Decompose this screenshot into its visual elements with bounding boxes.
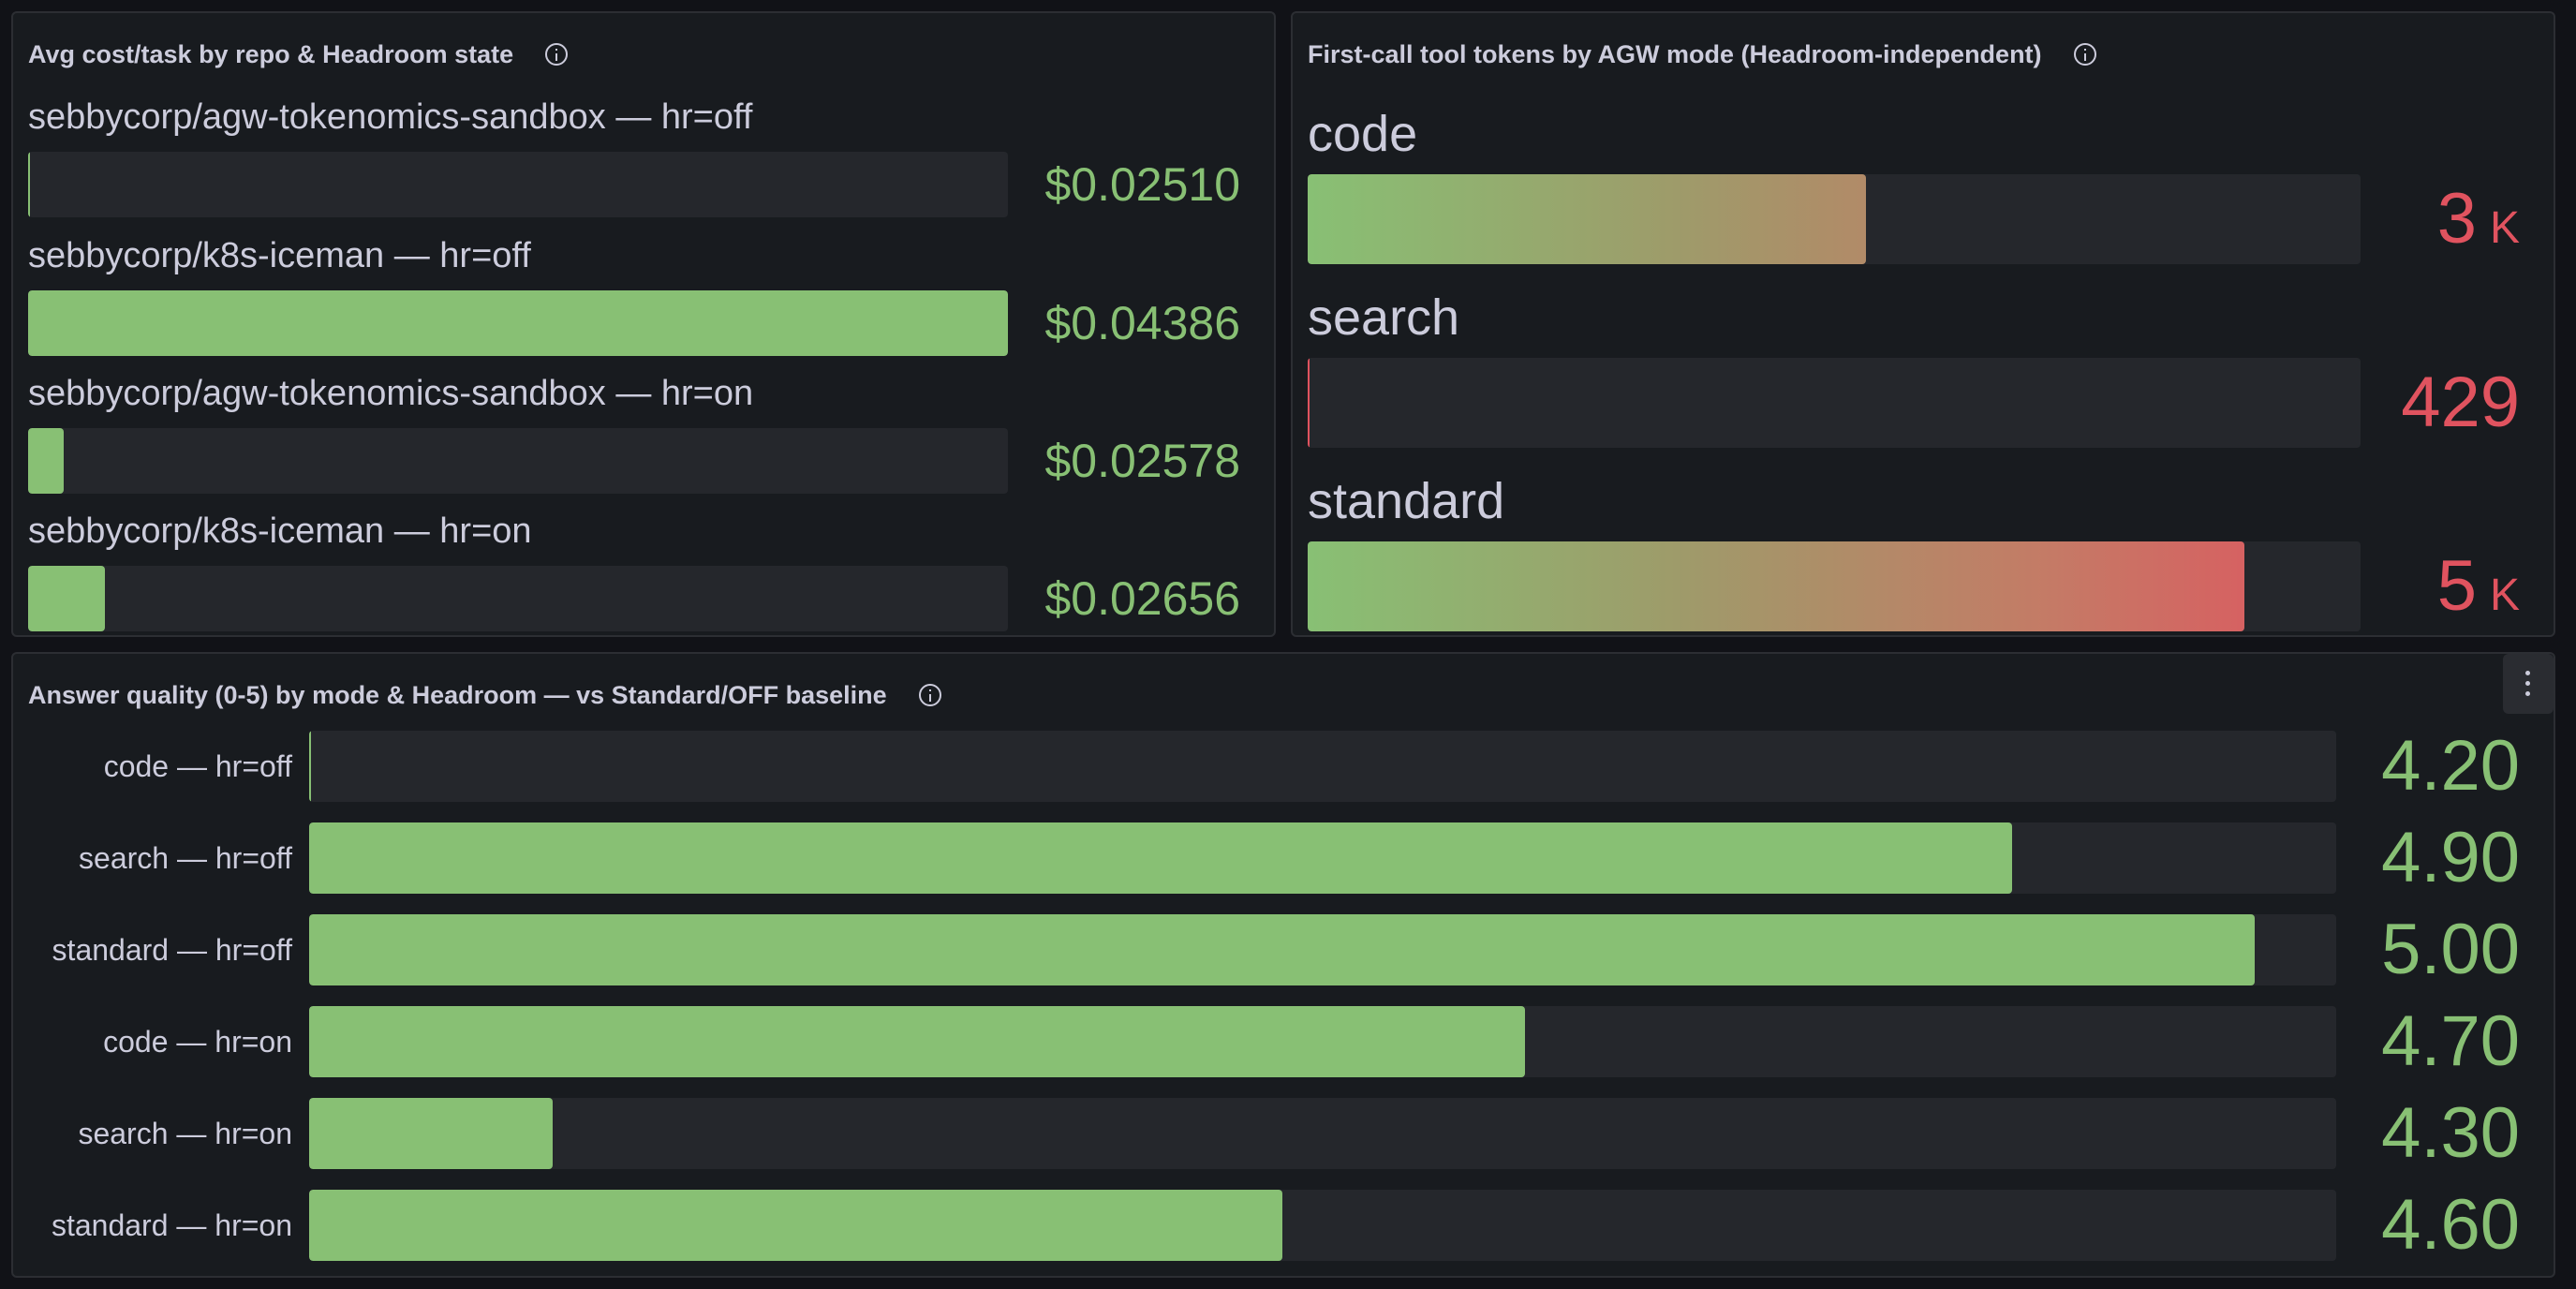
quality-row-bar: [309, 1098, 2336, 1169]
token-row-label: search: [1308, 289, 1460, 346]
quality-panel-title: Answer quality (0-5) by mode & Headroom …: [28, 680, 887, 709]
quality-row-value: 4.20: [2381, 726, 2520, 806]
token-value-unit: K: [2489, 203, 2520, 253]
quality-row-value: 4.60: [2381, 1185, 2520, 1265]
quality-row-value: 4.90: [2381, 818, 2520, 897]
bar-fill: [309, 822, 2012, 894]
cost-row-bar: [28, 152, 1008, 217]
bar-fill: [309, 731, 311, 802]
cost-row-value: $0.02656: [1044, 572, 1240, 625]
kebab-icon: [2525, 681, 2530, 686]
bar-fill: [309, 1006, 1525, 1077]
tokens-panel-title-row: First-call tool tokens by AGW mode (Head…: [1308, 28, 2096, 81]
token-value-number: 5: [2436, 546, 2477, 626]
cost-row-bar: [28, 428, 1008, 494]
quality-panel-title-row: Answer quality (0-5) by mode & Headroom …: [28, 669, 941, 721]
bar-fill: [309, 914, 2255, 985]
bar-fill: [28, 152, 30, 217]
bar-fill: [1308, 541, 2244, 631]
quality-row-bar: [309, 822, 2336, 894]
cost-row-label: sebbycorp/k8s-iceman — hr=on: [28, 511, 532, 551]
quality-panel: Answer quality (0-5) by mode & Headroom …: [11, 652, 2555, 1278]
bar-fill: [309, 1190, 1282, 1261]
kebab-icon: [2525, 671, 2530, 675]
bar-fill: [1308, 358, 1310, 448]
bar-fill: [28, 428, 64, 494]
quality-row-label: standard — hr=off: [52, 933, 292, 967]
quality-row-value: 4.30: [2381, 1093, 2520, 1173]
info-icon[interactable]: [545, 43, 569, 66]
token-row-label: code: [1308, 106, 1418, 162]
cost-row-value: $0.02578: [1044, 435, 1240, 487]
cost-row-label: sebbycorp/agw-tokenomics-sandbox — hr=of…: [28, 97, 753, 137]
quality-row-label: search — hr=on: [78, 1117, 292, 1150]
quality-row-label: code — hr=on: [103, 1025, 292, 1059]
token-row-label: standard: [1308, 473, 1505, 529]
info-icon[interactable]: [2073, 43, 2096, 66]
token-value-number: 3: [2436, 179, 2477, 259]
cost-panel-title: Avg cost/task by repo & Headroom state: [28, 39, 514, 68]
quality-row-bar: [309, 1190, 2336, 1261]
cost-row-bar: [28, 290, 1008, 356]
cost-row-label: sebbycorp/agw-tokenomics-sandbox — hr=on: [28, 374, 754, 413]
quality-row-bar: [309, 1006, 2336, 1077]
cost-panel: Avg cost/task by repo & Headroom state s…: [11, 11, 1276, 637]
kebab-icon: [2525, 691, 2530, 696]
panel-menu-button[interactable]: [2503, 654, 2554, 714]
info-icon[interactable]: [918, 684, 941, 706]
quality-row-label: standard — hr=on: [51, 1208, 292, 1242]
quality-row-label: code — hr=off: [103, 749, 292, 783]
bar-fill: [28, 290, 1008, 356]
token-row-bar: [1308, 358, 2361, 448]
cost-panel-title-row: Avg cost/task by repo & Headroom state: [28, 28, 569, 81]
quality-row-value: 4.70: [2381, 1001, 2520, 1081]
cost-row-bar: [28, 566, 1008, 631]
token-value-unit: K: [2489, 570, 2520, 620]
token-row-bar: [1308, 541, 2361, 631]
bar-fill: [1308, 174, 1866, 264]
quality-row-label: search — hr=off: [79, 841, 292, 875]
cost-row-value: $0.04386: [1044, 297, 1240, 349]
token-row-value: 429: [2401, 358, 2520, 448]
bar-fill: [28, 566, 105, 631]
quality-row-bar: [309, 731, 2336, 802]
quality-row-bar: [309, 914, 2336, 985]
token-value-number: 429: [2401, 363, 2520, 442]
cost-row-value: $0.02510: [1044, 158, 1240, 211]
tokens-panel: First-call tool tokens by AGW mode (Head…: [1291, 11, 2555, 637]
bar-fill: [309, 1098, 553, 1169]
tokens-panel-title: First-call tool tokens by AGW mode (Head…: [1308, 39, 2042, 68]
cost-row-label: sebbycorp/k8s-iceman — hr=off: [28, 236, 531, 275]
token-row-bar: [1308, 174, 2361, 264]
quality-row-value: 5.00: [2381, 910, 2520, 989]
